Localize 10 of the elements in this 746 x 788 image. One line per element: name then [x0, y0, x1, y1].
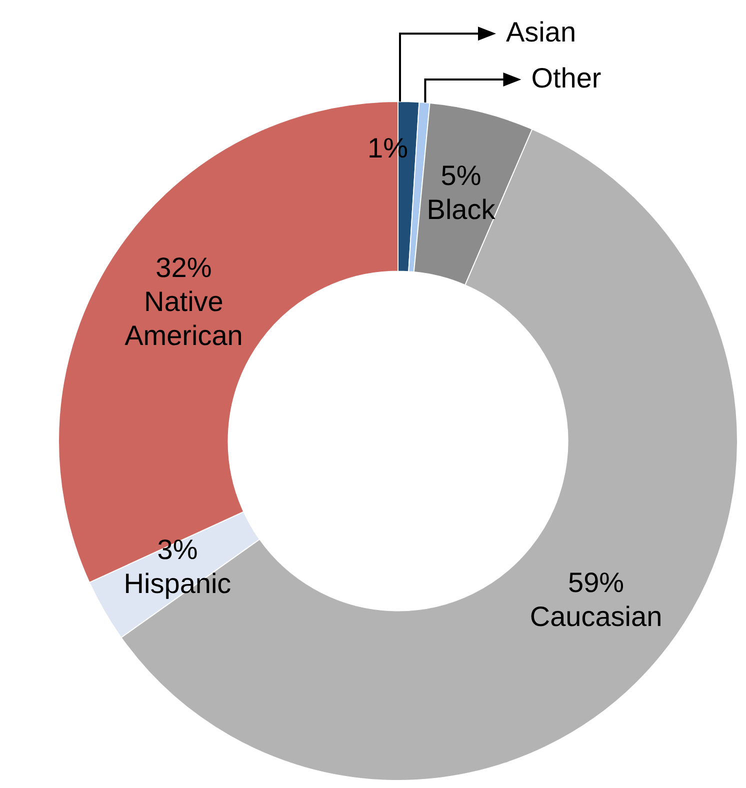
- slice-label: Black: [426, 194, 496, 226]
- slice-label: Asian: [506, 16, 576, 48]
- slice-label: Caucasian: [530, 600, 662, 632]
- data-label: 3%: [157, 534, 198, 566]
- data-label: 5%: [440, 160, 482, 192]
- slice-label: Native American: [124, 286, 243, 352]
- data-label: 59%: [568, 566, 624, 598]
- slice-label: Hispanic: [124, 568, 232, 600]
- slice-label: Other: [531, 62, 602, 94]
- data-label: 32%: [156, 252, 212, 284]
